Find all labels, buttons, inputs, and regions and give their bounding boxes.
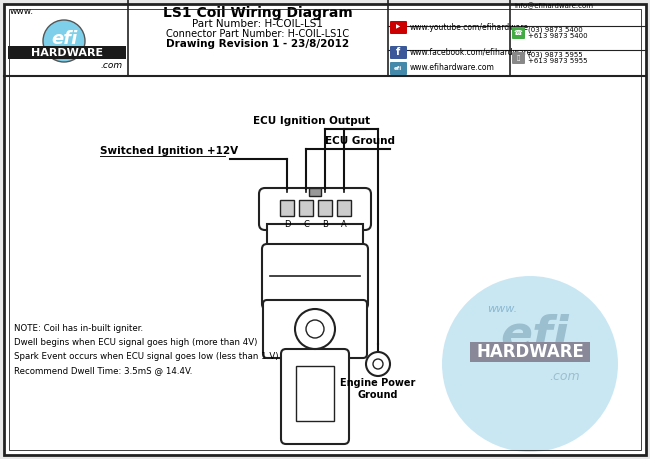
Text: 📠: 📠 xyxy=(516,55,519,61)
Text: +613 9873 5400: +613 9873 5400 xyxy=(528,33,588,39)
Bar xyxy=(296,366,334,421)
Text: efi: efi xyxy=(500,313,569,358)
Text: Connector Part Number: H-COIL-LS1C: Connector Part Number: H-COIL-LS1C xyxy=(166,29,350,39)
Text: Engine Power
Ground: Engine Power Ground xyxy=(341,378,416,400)
Text: Switched Ignition +12V: Switched Ignition +12V xyxy=(100,146,238,156)
Circle shape xyxy=(442,276,618,452)
FancyBboxPatch shape xyxy=(263,300,367,358)
Text: www.: www. xyxy=(10,7,34,16)
FancyBboxPatch shape xyxy=(390,21,407,34)
Text: ECU Ground: ECU Ground xyxy=(325,136,395,146)
Bar xyxy=(8,46,126,59)
FancyBboxPatch shape xyxy=(390,46,407,59)
Circle shape xyxy=(43,20,85,62)
Text: (03) 9873 5400: (03) 9873 5400 xyxy=(528,27,583,33)
Bar xyxy=(470,342,590,362)
Text: A: A xyxy=(341,220,347,229)
Polygon shape xyxy=(267,224,363,249)
Text: B: B xyxy=(322,220,328,229)
Circle shape xyxy=(373,359,383,369)
Text: ECU Ignition Output: ECU Ignition Output xyxy=(253,116,370,126)
FancyBboxPatch shape xyxy=(512,27,525,39)
FancyBboxPatch shape xyxy=(281,349,349,444)
Text: ☎: ☎ xyxy=(514,30,523,36)
Bar xyxy=(309,188,321,196)
Text: f: f xyxy=(396,47,400,57)
Text: NOTE: Coil has in-built igniter.
Dwell begins when ECU signal goes high (more th: NOTE: Coil has in-built igniter. Dwell b… xyxy=(14,324,278,375)
FancyBboxPatch shape xyxy=(512,52,525,64)
Text: ▶: ▶ xyxy=(396,24,400,29)
Text: www.efihardware.com: www.efihardware.com xyxy=(410,63,495,73)
Text: C: C xyxy=(303,220,309,229)
Text: efi: efi xyxy=(51,30,77,48)
Circle shape xyxy=(366,352,390,376)
Circle shape xyxy=(295,309,335,349)
Bar xyxy=(337,200,351,216)
Text: .com: .com xyxy=(101,61,123,70)
Text: .com: .com xyxy=(550,369,580,382)
FancyBboxPatch shape xyxy=(262,244,368,309)
Bar xyxy=(318,200,332,216)
Bar xyxy=(299,200,313,216)
Text: (03) 9873 5955: (03) 9873 5955 xyxy=(528,52,582,58)
Text: LS1 Coil Wiring Diagram: LS1 Coil Wiring Diagram xyxy=(163,6,353,20)
Text: HARDWARE: HARDWARE xyxy=(476,343,584,361)
Text: www.facebook.com/efihardware: www.facebook.com/efihardware xyxy=(410,47,532,56)
Text: efi: efi xyxy=(394,66,402,71)
Text: Part Number: H-COIL-LS1: Part Number: H-COIL-LS1 xyxy=(192,19,324,29)
Text: info@efihardware.com: info@efihardware.com xyxy=(514,3,593,10)
FancyBboxPatch shape xyxy=(259,188,371,230)
Text: HARDWARE: HARDWARE xyxy=(31,47,103,57)
Text: +613 9873 5955: +613 9873 5955 xyxy=(528,58,588,64)
Text: www.youtube.com/efihardware: www.youtube.com/efihardware xyxy=(410,22,529,32)
Bar xyxy=(280,200,294,216)
FancyBboxPatch shape xyxy=(390,62,407,75)
Text: D: D xyxy=(284,220,291,229)
Text: Drawing Revision 1 - 23/8/2012: Drawing Revision 1 - 23/8/2012 xyxy=(166,39,350,49)
Text: www.: www. xyxy=(487,304,517,314)
Circle shape xyxy=(306,320,324,338)
